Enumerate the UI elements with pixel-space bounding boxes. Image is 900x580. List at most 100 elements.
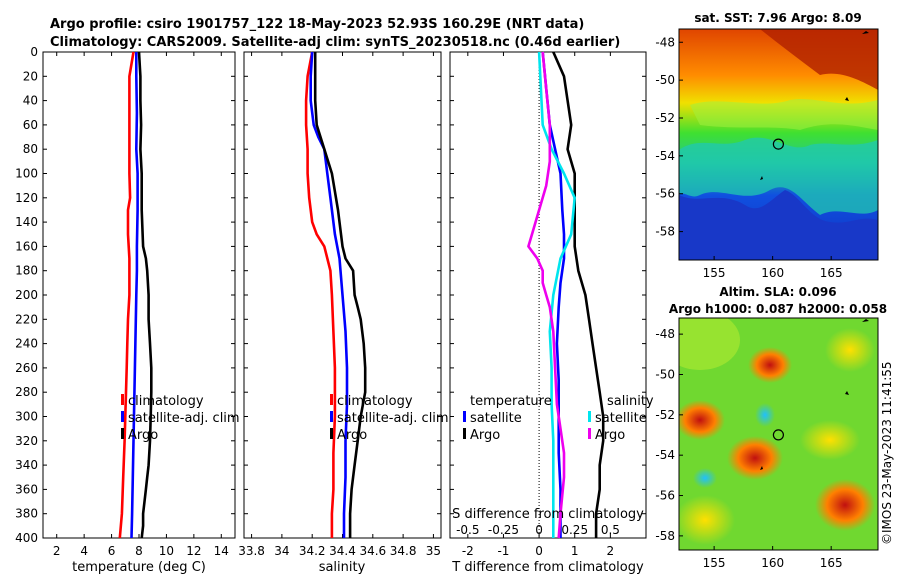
legend-title-temperature: temperature	[470, 394, 552, 409]
depth-tick-label: 60	[23, 118, 38, 132]
depth-tick-label: 360	[15, 482, 38, 496]
depth-tick-label: 320	[15, 434, 38, 448]
difference-panel-frame	[449, 51, 647, 539]
lon-tick-label: 165	[820, 266, 843, 280]
sla-high-4	[727, 436, 783, 480]
depth-tick-label: 200	[15, 288, 38, 302]
series-line-satellite-adj-clim	[130, 52, 139, 539]
legend-label-s-argo: Argo	[595, 428, 625, 443]
salinity-panel: 33.8 34 34.2 34.4 34.6 34.8 35	[238, 51, 441, 558]
lat-tick-label: -48	[655, 327, 675, 341]
legend-label-climatology: climatology	[337, 394, 413, 409]
sla-mid-3	[825, 328, 875, 372]
temperature-axis-label: temperature (deg C)	[72, 560, 206, 575]
header-line-2: Climatology: CARS2009. Satellite-adj cli…	[50, 35, 620, 50]
s-diff-tick-label: -0.5	[456, 523, 479, 537]
sla-land-specks	[760, 319, 869, 470]
salinity-axis-label: salinity	[319, 560, 366, 575]
depth-tick-label: 100	[15, 167, 38, 181]
x-tick-label: 8	[135, 544, 143, 558]
series-line-satellite-adj-clim	[309, 51, 349, 538]
series-line-s-satellite	[537, 51, 577, 538]
sla-map-axes: 155 160 165 -48 -50 -52 -54 -56 -58	[655, 327, 842, 570]
depth-tick-label: 160	[15, 239, 38, 253]
x-tick-label: 33.8	[238, 544, 265, 558]
sst-map-frame	[678, 28, 879, 261]
x-tick-label: 14	[214, 544, 229, 558]
sla-mid-2	[800, 420, 860, 460]
sla-argo-marker	[772, 429, 785, 441]
sst-map-title: sat. SST: 7.96 Argo: 8.09	[694, 11, 861, 25]
legend-label-t-argo: Argo	[470, 428, 500, 443]
sla-map-title-1: Altim. SLA: 0.096	[719, 285, 836, 299]
s-diff-tick-label: 0	[535, 523, 543, 537]
difference-axis-label: T difference from climatology	[451, 560, 644, 575]
legend-swatch-t-argo	[463, 428, 466, 439]
lat-tick-label: -56	[655, 489, 675, 503]
temperature-panel-frame	[42, 51, 236, 539]
series-line-argo	[313, 52, 367, 538]
sst-mid-band	[690, 98, 878, 130]
s-diff-tick-label: 0.25	[561, 523, 588, 537]
x-tick-label: 34.6	[359, 544, 386, 558]
legend-label-argo: Argo	[337, 428, 367, 443]
lon-tick-label: 165	[820, 556, 843, 570]
legend-swatch-t-satellite	[463, 411, 466, 422]
depth-tick-label: 120	[15, 191, 38, 205]
depth-tick-label: 40	[23, 94, 38, 108]
x-tick-label: 35	[426, 544, 441, 558]
x-tick-label: -1	[497, 544, 509, 558]
depth-tick-label: 300	[15, 410, 38, 424]
depth-tick-label: 400	[15, 531, 38, 545]
sla-high-3	[815, 479, 875, 531]
depth-tick-label: 340	[15, 458, 38, 472]
sst-map-axes: 155 160 165 -48 -50 -52 -54 -56 -58	[655, 35, 842, 280]
x-tick-label: 34.8	[390, 544, 417, 558]
sla-low-2	[693, 468, 717, 488]
difference-panel: -2 -1 0 1 2 -0.5 -0.25 0 0.25 0.5	[450, 51, 646, 558]
header-line-1: Argo profile: csiro 1901757_122 18-May-2…	[50, 17, 584, 32]
lat-tick-label: -52	[655, 408, 675, 422]
depth-tick-label: 140	[15, 215, 38, 229]
legend-swatch-climatology	[121, 394, 124, 405]
sla-map-title-2: Argo h1000: 0.087 h2000: 0.058	[669, 302, 887, 316]
x-tick-label: 4	[80, 544, 88, 558]
sla-mid-1	[679, 495, 735, 545]
depth-tick-label: 0	[30, 45, 38, 59]
salinity-legend: climatology satellite-adj. clim Argo	[330, 394, 449, 443]
lat-tick-label: -50	[655, 73, 675, 87]
depth-tick-label: 280	[15, 385, 38, 399]
depth-axis: 0 20 40 60 80 100 120 140 160 180 200 220 240 260 280 3…	[15, 45, 38, 545]
series-line-t-argo	[552, 51, 605, 538]
x-tick-label: -2	[462, 544, 474, 558]
depth-tick-label: 20	[23, 69, 38, 83]
lon-tick-label: 155	[703, 266, 726, 280]
legend-swatch-satellite-adj	[330, 411, 333, 422]
difference-legend: temperature satellite Argo salinity sate…	[463, 394, 654, 443]
sst-cold-region	[679, 190, 878, 260]
x-tick-label: 34	[274, 544, 289, 558]
series-line-climatology	[118, 51, 135, 539]
legend-swatch-argo	[330, 428, 333, 439]
depth-tick-label: 180	[15, 264, 38, 278]
sst-map	[679, 29, 878, 260]
x-tick-label: 34.2	[299, 544, 326, 558]
x-tick-label: 2	[607, 544, 615, 558]
x-tick-label: 34.4	[329, 544, 356, 558]
lon-tick-label: 160	[761, 266, 784, 280]
lat-tick-label: -52	[655, 111, 675, 125]
sla-high-2	[679, 400, 725, 440]
sla-patch	[679, 318, 740, 370]
lat-tick-label: -54	[655, 149, 675, 163]
x-tick-label: 0	[535, 544, 543, 558]
lat-tick-label: -54	[655, 448, 675, 462]
x-tick-label: 2	[53, 544, 61, 558]
legend-label-satellite-adj: satellite-adj. clim	[337, 411, 449, 426]
s-diff-tick-label: -0.25	[488, 523, 519, 537]
legend-swatch-s-argo	[588, 428, 591, 439]
sla-map-frame	[678, 317, 879, 551]
temperature-panel: 2 4 6 8 10 12 14	[43, 51, 235, 558]
legend-label-climatology: climatology	[128, 394, 204, 409]
depth-tick-label: 80	[23, 142, 38, 156]
